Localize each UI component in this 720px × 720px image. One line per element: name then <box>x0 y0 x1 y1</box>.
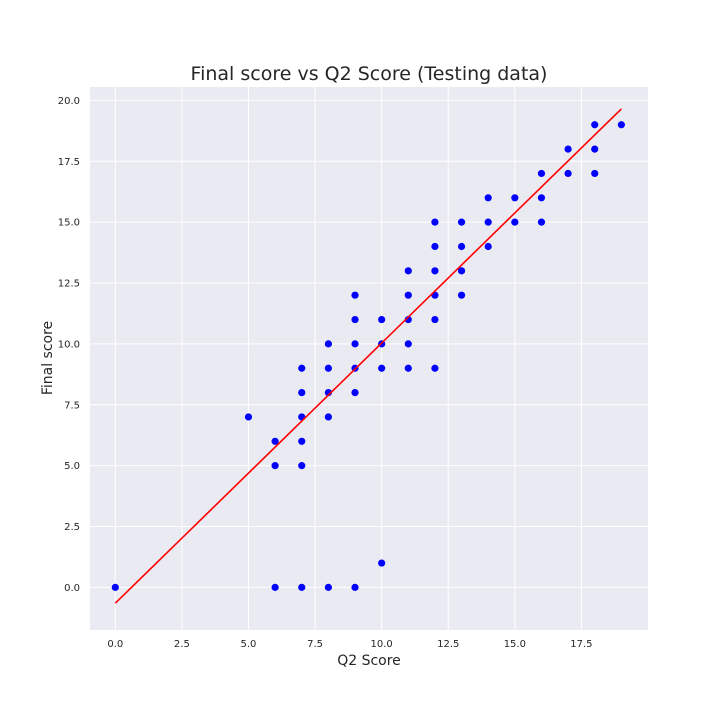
data-point <box>378 364 386 372</box>
data-point <box>298 583 306 591</box>
data-point <box>431 218 439 226</box>
data-point <box>324 583 332 591</box>
chart-title: Final score vs Q2 Score (Testing data) <box>191 63 548 85</box>
data-point <box>484 242 492 251</box>
data-point <box>457 218 466 226</box>
data-point <box>617 121 625 129</box>
grid-lines <box>90 87 648 630</box>
data-point <box>271 462 279 470</box>
y-tick-label: 5.0 <box>64 461 80 472</box>
data-point <box>537 194 546 202</box>
x-tick-label: 10.0 <box>371 639 393 650</box>
data-point <box>378 559 386 567</box>
y-tick-label: 20.0 <box>58 96 80 107</box>
y-tick-label: 15.0 <box>58 218 80 229</box>
data-point <box>324 413 332 421</box>
data-point <box>457 242 466 251</box>
data-point <box>351 340 359 348</box>
data-point <box>324 340 332 348</box>
data-point <box>378 315 386 324</box>
data-point <box>351 315 359 324</box>
data-point <box>537 169 546 178</box>
data-point <box>404 340 412 348</box>
data-point <box>351 388 359 397</box>
x-tick-label: 0.0 <box>107 639 123 650</box>
y-tick-labels: 0.0 2.5 5.0 7.5 10.0 12.5 15.0 17.5 20.0 <box>58 96 80 594</box>
regression-line <box>114 108 622 604</box>
data-point <box>298 462 306 470</box>
data-point <box>271 437 279 445</box>
x-tick-label: 17.5 <box>570 639 592 650</box>
data-point <box>271 583 279 591</box>
plot-area <box>90 87 648 630</box>
data-point <box>431 364 439 372</box>
data-point <box>484 218 492 226</box>
data-point <box>404 291 412 299</box>
data-point <box>564 145 572 153</box>
y-axis-label: Final score <box>40 321 56 395</box>
x-tick-label: 15.0 <box>504 639 526 650</box>
data-point <box>351 291 359 299</box>
x-tick-label: 7.5 <box>307 639 323 650</box>
data-point <box>484 194 492 202</box>
data-points <box>111 121 625 591</box>
x-tick-labels: 0.0 2.5 5.0 7.5 10.0 12.5 15.0 17.5 <box>107 639 592 650</box>
data-point <box>298 388 306 397</box>
data-point <box>511 194 519 202</box>
x-tick-label: 5.0 <box>241 639 257 650</box>
y-tick-label: 12.5 <box>58 279 80 290</box>
data-point <box>431 315 439 324</box>
data-point <box>404 267 412 275</box>
data-point <box>457 291 466 299</box>
data-point <box>244 413 253 421</box>
data-point <box>591 145 599 153</box>
data-point <box>298 437 306 445</box>
data-point <box>324 364 332 372</box>
x-tick-label: 2.5 <box>174 639 190 650</box>
data-point <box>537 218 546 226</box>
x-axis-label: Q2 Score <box>337 653 401 669</box>
data-point <box>298 364 306 372</box>
x-tick-label: 12.5 <box>437 639 459 650</box>
data-point <box>431 267 439 275</box>
y-tick-label: 10.0 <box>58 339 80 350</box>
data-point <box>591 121 599 129</box>
data-point <box>511 218 519 226</box>
y-tick-label: 2.5 <box>64 522 80 533</box>
regression-line-group <box>114 108 622 604</box>
data-point <box>351 583 359 591</box>
y-tick-label: 7.5 <box>64 400 80 411</box>
data-point <box>431 242 439 251</box>
data-point <box>404 364 412 372</box>
data-point <box>591 169 599 178</box>
y-tick-label: 17.5 <box>58 157 80 168</box>
data-point <box>111 583 119 591</box>
data-point <box>457 267 466 275</box>
data-point <box>564 169 572 178</box>
y-tick-label: 0.0 <box>64 583 80 594</box>
